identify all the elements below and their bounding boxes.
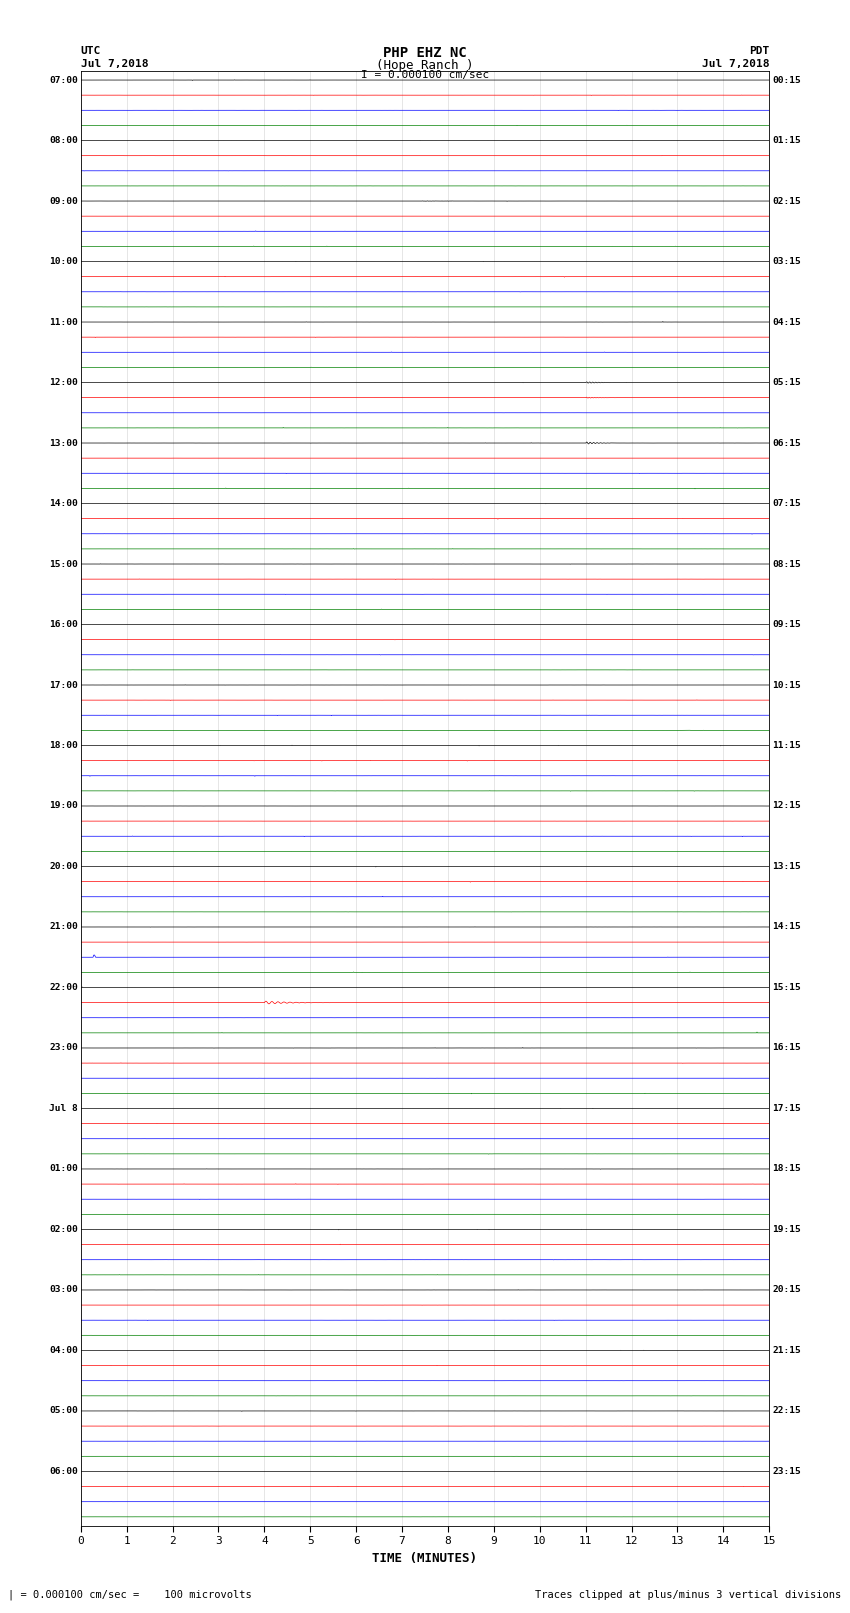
Text: UTC: UTC [81, 45, 101, 56]
Text: Jul 7,2018: Jul 7,2018 [702, 58, 769, 69]
Text: 17:00: 17:00 [49, 681, 78, 689]
Text: 13:15: 13:15 [772, 861, 801, 871]
Text: 22:00: 22:00 [49, 982, 78, 992]
Text: 07:00: 07:00 [49, 76, 78, 84]
Text: 19:15: 19:15 [772, 1224, 801, 1234]
Text: 02:15: 02:15 [772, 197, 801, 205]
Text: 08:00: 08:00 [49, 135, 78, 145]
Text: 05:00: 05:00 [49, 1407, 78, 1416]
Text: PDT: PDT [749, 45, 769, 56]
Text: 14:00: 14:00 [49, 498, 78, 508]
Text: 09:00: 09:00 [49, 197, 78, 205]
Text: 19:00: 19:00 [49, 802, 78, 810]
Text: PHP EHZ NC: PHP EHZ NC [383, 45, 467, 60]
Text: 11:15: 11:15 [772, 740, 801, 750]
Text: 15:15: 15:15 [772, 982, 801, 992]
Text: Jul 7,2018: Jul 7,2018 [81, 58, 148, 69]
Text: 18:15: 18:15 [772, 1165, 801, 1174]
Text: 21:15: 21:15 [772, 1345, 801, 1355]
Text: 01:00: 01:00 [49, 1165, 78, 1174]
Text: 20:15: 20:15 [772, 1286, 801, 1295]
Text: 08:15: 08:15 [772, 560, 801, 568]
Text: 06:00: 06:00 [49, 1466, 78, 1476]
Text: 00:15: 00:15 [772, 76, 801, 84]
Text: 03:15: 03:15 [772, 256, 801, 266]
Text: 23:15: 23:15 [772, 1466, 801, 1476]
Text: 06:15: 06:15 [772, 439, 801, 447]
Text: 21:00: 21:00 [49, 923, 78, 931]
Text: 14:15: 14:15 [772, 923, 801, 931]
Text: 18:00: 18:00 [49, 740, 78, 750]
Text: 16:00: 16:00 [49, 619, 78, 629]
X-axis label: TIME (MINUTES): TIME (MINUTES) [372, 1552, 478, 1565]
Text: 01:15: 01:15 [772, 135, 801, 145]
Text: 17:15: 17:15 [772, 1103, 801, 1113]
Text: 07:15: 07:15 [772, 498, 801, 508]
Text: 04:15: 04:15 [772, 318, 801, 326]
Text: 16:15: 16:15 [772, 1044, 801, 1052]
Text: 13:00: 13:00 [49, 439, 78, 447]
Text: 10:00: 10:00 [49, 256, 78, 266]
Text: 23:00: 23:00 [49, 1044, 78, 1052]
Text: 20:00: 20:00 [49, 861, 78, 871]
Text: 03:00: 03:00 [49, 1286, 78, 1295]
Text: 12:00: 12:00 [49, 377, 78, 387]
Text: 09:15: 09:15 [772, 619, 801, 629]
Text: 10:15: 10:15 [772, 681, 801, 689]
Text: 22:15: 22:15 [772, 1407, 801, 1416]
Text: 02:00: 02:00 [49, 1224, 78, 1234]
Text: 05:15: 05:15 [772, 377, 801, 387]
Text: Jul 8: Jul 8 [49, 1103, 78, 1113]
Text: 04:00: 04:00 [49, 1345, 78, 1355]
Text: | = 0.000100 cm/sec =    100 microvolts: | = 0.000100 cm/sec = 100 microvolts [8, 1589, 252, 1600]
Text: 11:00: 11:00 [49, 318, 78, 326]
Text: 12:15: 12:15 [772, 802, 801, 810]
Text: I = 0.000100 cm/sec: I = 0.000100 cm/sec [361, 71, 489, 81]
Text: Traces clipped at plus/minus 3 vertical divisions: Traces clipped at plus/minus 3 vertical … [536, 1590, 842, 1600]
Text: (Hope Ranch ): (Hope Ranch ) [377, 58, 473, 73]
Text: 15:00: 15:00 [49, 560, 78, 568]
